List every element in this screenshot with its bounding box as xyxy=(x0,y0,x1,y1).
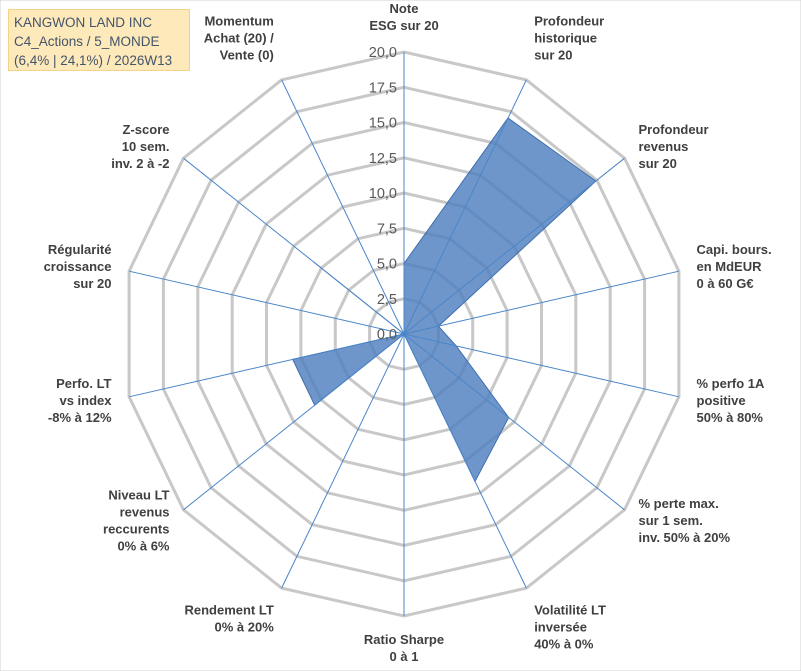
axis-label-line: historique xyxy=(534,31,597,46)
axis-label: Note ESG sur 20 xyxy=(369,1,438,33)
axis-spoke xyxy=(403,333,625,511)
axis-label-line: ESG sur 20 xyxy=(369,18,438,33)
tick-layer: 0,0 2,5 5,0 7,5 10,0 12,5 15,0 17,5 20,0 xyxy=(369,45,397,343)
title-company: KANGWON LAND INC xyxy=(14,15,153,30)
axis-label-line: Achat (20) / xyxy=(204,31,274,46)
axis-label: Perfo. LT vs index -8% à 12% xyxy=(48,376,112,425)
axis-label-line: sur 20 xyxy=(639,156,677,171)
axis-label-line: revenus xyxy=(120,505,170,520)
tick-label: 20,0 xyxy=(369,45,397,61)
axis-label-line: sur 20 xyxy=(73,276,111,291)
axis-label: Profondeur revenus sur 20 xyxy=(639,122,709,171)
axis-label: Volatilité LT inversée 40% à 0% xyxy=(534,602,606,651)
axis-label-line: Vente (0) xyxy=(220,48,274,63)
axis-label-line: vs index xyxy=(59,393,112,408)
axis-label-line: Niveau LT xyxy=(108,488,169,503)
axis-label: Rendement LT 0% à 20% xyxy=(184,602,274,634)
tick-label: 0,0 xyxy=(377,327,397,343)
axis-label: Profondeur historique sur 20 xyxy=(534,14,604,63)
axis-spoke xyxy=(403,270,680,335)
axis-spoke xyxy=(281,79,405,335)
axis-spoke xyxy=(403,157,625,335)
axis-label-line: 50% à 80% xyxy=(697,410,764,425)
title-category: C4_Actions / 5_MONDE xyxy=(14,34,160,49)
axis-label-line: sur 1 sem. xyxy=(639,513,703,528)
axis-label: Momentum Achat (20) / Vente (0) xyxy=(204,14,274,63)
axis-label-line: Ratio Sharpe xyxy=(364,632,444,647)
label-layer: Note ESG sur 20 Profondeur historique sur 20… xyxy=(44,1,772,664)
axis-label-line: 10 sem. xyxy=(122,139,170,154)
axis-label-line: Note xyxy=(390,1,419,16)
tick-label: 7,5 xyxy=(377,221,397,237)
axis-label-line: 0% à 6% xyxy=(117,539,169,554)
axis-label-line: positive xyxy=(697,393,746,408)
axis-label-line: Profondeur xyxy=(639,122,709,137)
axis-label-line: Z-score xyxy=(123,122,170,137)
tick-label: 15,0 xyxy=(369,116,397,132)
axis-label-line: Momentum xyxy=(204,14,273,29)
axis-spoke xyxy=(403,333,680,398)
axis-label: Niveau LT revenus reccurents 0% à 6% xyxy=(103,488,170,554)
axis-spoke xyxy=(403,79,527,335)
tick-label: 17,5 xyxy=(369,80,397,96)
axis-label: Ratio Sharpe 0 à 1 xyxy=(364,632,444,664)
axis-label-line: inv. 2 à -2 xyxy=(111,156,169,171)
axis-label-line: Perfo. LT xyxy=(56,376,111,391)
axis-label-line: Volatilité LT xyxy=(534,602,606,617)
axis-spoke xyxy=(183,157,405,335)
axis-label-line: reccurents xyxy=(103,522,169,537)
tick-label: 2,5 xyxy=(377,292,397,308)
axis-label-line: inv. 50% à 20% xyxy=(639,530,731,545)
axis-label-line: % perfo 1A xyxy=(697,376,766,391)
tick-label: 5,0 xyxy=(377,257,397,273)
axis-label: Z-score 10 sem. inv. 2 à -2 xyxy=(111,122,169,171)
axis-spoke xyxy=(403,333,527,589)
axis-spoke xyxy=(183,333,405,511)
title-box: KANGWON LAND INC C4_Actions / 5_MONDE (6… xyxy=(8,9,190,71)
axis-label-line: 0 à 60 G€ xyxy=(697,276,754,291)
axis-label-line: -8% à 12% xyxy=(48,410,112,425)
axis-spoke xyxy=(128,333,405,398)
axis-label-line: en MdEUR xyxy=(697,259,763,274)
axis-label-line: Rendement LT xyxy=(184,602,273,617)
axis-spoke xyxy=(128,270,405,335)
title-stats: (6,4% | 24,1%) / 2026W13 xyxy=(14,53,173,68)
axis-label-line: Capi. bours. xyxy=(697,242,772,257)
axis-label-line: croissance xyxy=(44,259,112,274)
axis-label-line: revenus xyxy=(639,139,689,154)
axis-label: Régularité croissance sur 20 xyxy=(44,242,112,291)
axis-label: Capi. bours. en MdEUR 0 à 60 G€ xyxy=(697,242,772,291)
axis-label-line: 0 à 1 xyxy=(390,649,419,664)
axis-label-line: inversée xyxy=(534,619,587,634)
axis-label-line: Profondeur xyxy=(534,14,604,29)
axis-label: % perte max. sur 1 sem. inv. 50% à 20% xyxy=(639,496,731,545)
spoke-layer xyxy=(128,52,680,616)
axis-label-line: % perte max. xyxy=(639,496,719,511)
axis-label: % perfo 1A positive 50% à 80% xyxy=(697,376,766,425)
tick-label: 12,5 xyxy=(369,151,397,167)
axis-label-line: 40% à 0% xyxy=(534,636,594,651)
axis-label-line: 0% à 20% xyxy=(215,619,275,634)
axis-label-line: sur 20 xyxy=(534,48,572,63)
axis-spoke xyxy=(281,333,405,589)
axis-label-line: Régularité xyxy=(48,242,112,257)
tick-label: 10,0 xyxy=(369,186,397,202)
